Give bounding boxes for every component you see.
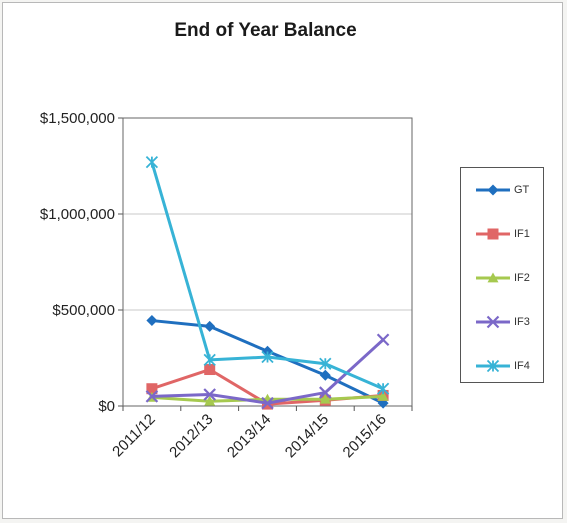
data-point-gt	[319, 369, 331, 381]
legend-label: IF3	[514, 316, 530, 328]
data-point-if1	[146, 383, 158, 395]
data-point-gt	[204, 320, 216, 332]
legend-swatch-if1	[476, 228, 510, 240]
data-point-if4	[261, 350, 274, 364]
data-point-if3	[376, 333, 390, 347]
data-point-if4	[145, 156, 159, 169]
legend-swatch-if3	[476, 315, 510, 329]
legend-label: IF4	[514, 360, 530, 372]
legend-item-if3: IF3	[475, 315, 530, 329]
legend-item-if2: IF2	[475, 271, 530, 285]
legend-label: GT	[514, 184, 530, 196]
y-tick-label: $0	[98, 398, 115, 415]
legend-item-gt: GT	[475, 183, 529, 197]
legend-swatch-if4	[476, 359, 510, 373]
chart-legend: GT IF1 IF2 IF3 IF4	[460, 167, 544, 383]
legend-marker	[486, 315, 500, 329]
legend-marker	[487, 184, 499, 196]
legend-marker	[487, 272, 499, 283]
legend-marker	[486, 359, 500, 373]
data-point-if3	[203, 388, 216, 401]
x-tick-label: 2011/12	[109, 411, 159, 461]
data-point-if1	[204, 364, 216, 376]
data-point-gt	[146, 315, 158, 327]
y-tick-label: $500,000	[52, 302, 115, 319]
legend-label: IF1	[514, 228, 530, 240]
data-point-if2	[377, 390, 389, 401]
x-tick-label: 2015/16	[340, 411, 390, 461]
data-point-if4	[319, 357, 332, 370]
x-tick-label: 2013/14	[224, 411, 274, 461]
data-point-if4	[203, 353, 216, 367]
data-point-if2	[319, 393, 331, 404]
legend-item-if4: IF4	[475, 359, 530, 373]
data-point-if3	[319, 386, 332, 399]
plot-area	[122, 117, 413, 407]
legend-swatch-if2	[476, 272, 510, 283]
legend-label: IF2	[514, 272, 530, 284]
legend-item-if1: IF1	[475, 227, 530, 241]
y-tick-label: $1,000,000	[40, 206, 115, 223]
chart-title: End of Year Balance	[174, 20, 357, 41]
data-point-if4	[376, 382, 390, 395]
legend-marker	[487, 228, 499, 240]
data-point-if3	[261, 396, 274, 410]
x-tick-label: 2014/15	[282, 411, 332, 461]
legend-swatch-gt	[476, 184, 510, 196]
x-tick-label: 2012/13	[166, 411, 216, 461]
y-tick-label: $1,500,000	[40, 110, 115, 127]
data-point-if3	[145, 390, 159, 403]
data-point-if2	[204, 395, 216, 406]
